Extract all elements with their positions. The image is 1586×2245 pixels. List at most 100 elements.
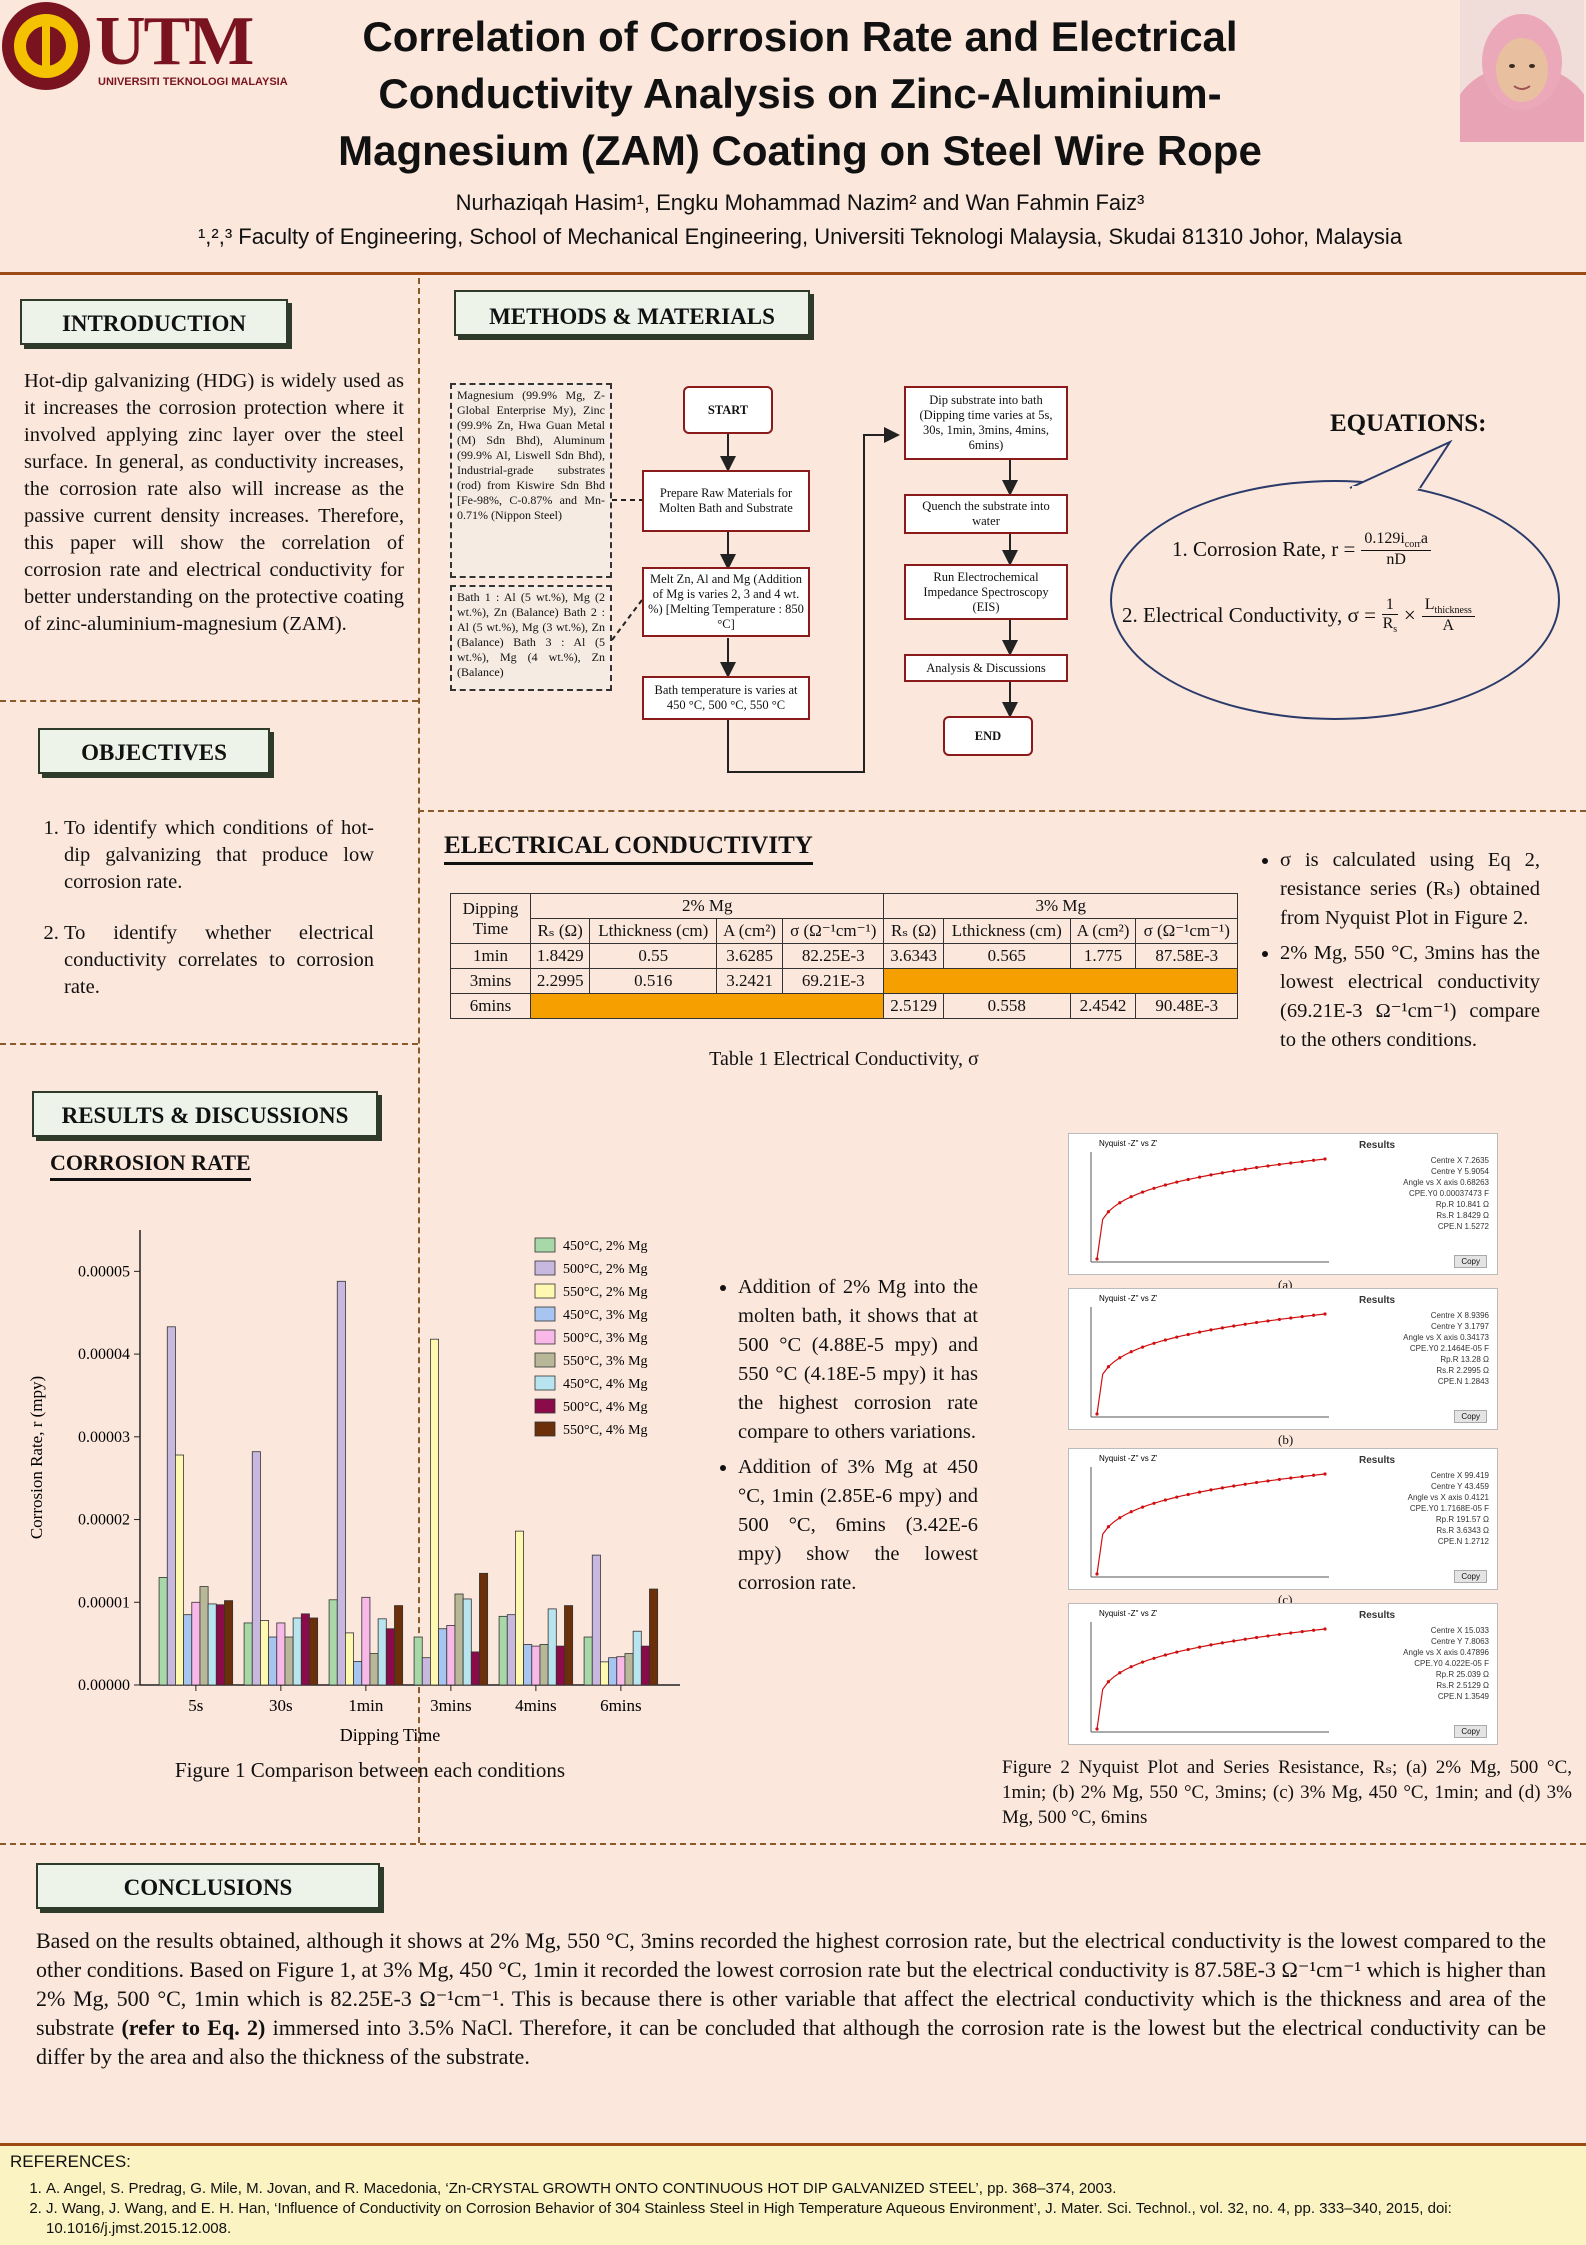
bar	[600, 1661, 610, 1686]
eq2-fraction-2: Lthickness A	[1421, 596, 1475, 635]
flow-start: START	[683, 386, 773, 434]
eq2-f1-den: R	[1382, 615, 1394, 632]
results-line: CPE.Y0 4.022E-05 F	[1414, 1659, 1489, 1668]
flow-eis: Run Electrochemical Impedance Spectrosco…	[904, 564, 1068, 620]
copy-button[interactable]: Copy	[1454, 1570, 1487, 1583]
plot-title: Nyquist -Z'' vs Z'	[1099, 1139, 1158, 1148]
nyquist-curve	[1096, 1313, 1326, 1415]
bar	[421, 1657, 431, 1686]
results-line: Centre Y 7.8063	[1431, 1637, 1489, 1646]
bar	[260, 1620, 270, 1686]
references-label: REFERENCES:	[10, 2152, 131, 2171]
results-line: CPE.N 1.5272	[1437, 1222, 1489, 1231]
section-divider	[0, 700, 418, 702]
results-line: CPE.Y0 2.1464E-05 F	[1409, 1344, 1489, 1353]
legend-label: 500°C, 3% Mg	[563, 1331, 648, 1346]
bar	[608, 1657, 618, 1686]
reference-item: A. Angel, S. Predrag, G. Mile, M. Jovan,…	[46, 2179, 1570, 2199]
results-line: Rp.R 13.28 Ω	[1440, 1355, 1489, 1364]
methods-label: METHODS & MATERIALS	[454, 290, 810, 336]
bar	[191, 1601, 201, 1686]
header-divider	[0, 272, 1586, 275]
legend-label: 550°C, 2% Mg	[563, 1285, 648, 1300]
legend-label: 550°C, 4% Mg	[563, 1423, 648, 1438]
results-line: Angle vs X axis 0.34173	[1403, 1333, 1489, 1342]
eq1-label: 1. Corrosion Rate, r =	[1172, 537, 1356, 562]
col-header-sigma: σ (Ω⁻¹cm⁻¹)	[1135, 918, 1238, 944]
results-line: CPE.Y0 1.7168E-05 F	[1409, 1504, 1489, 1513]
nyquist-plot: Nyquist -Z'' vs Z'	[1090, 1294, 1329, 1418]
utm-logo-subtitle: UNIVERSITI TEKNOLOGI MALAYSIA	[98, 76, 288, 88]
bar	[224, 1600, 234, 1686]
copy-button[interactable]: Copy	[1454, 1410, 1487, 1423]
results-line: Angle vs X axis 0.68263	[1403, 1178, 1489, 1187]
results-line: Rs.R 2.2995 Ω	[1436, 1366, 1489, 1375]
legend-label: 450°C, 2% Mg	[563, 1239, 648, 1254]
results-line: CPE.N 1.2843	[1437, 1377, 1489, 1386]
nyquist-curve	[1096, 1473, 1326, 1575]
y-tick-label: 0.00003	[78, 1429, 130, 1446]
cell: 2.4542	[1069, 993, 1137, 1019]
cell: 3.2421	[716, 968, 783, 994]
results-line: CPE.N 1.3549	[1437, 1692, 1489, 1701]
bar	[506, 1614, 516, 1686]
eq2-fraction-1: 1 Rs	[1381, 596, 1398, 636]
results-title: Results	[1359, 1140, 1396, 1151]
bar	[345, 1632, 355, 1686]
electrical-conductivity-table: Dipping Time 2% Mg 3% Mg Rₛ (Ω) Lthickne…	[450, 893, 1238, 1019]
copy-button[interactable]: Copy	[1454, 1725, 1487, 1738]
authors: Nurhaziqah Hasim¹, Engku Mohammad Nazim²…	[455, 190, 1145, 215]
y-axis-label: Corrosion Rate, r (mpy)	[27, 1376, 46, 1539]
cell: 1.775	[1069, 943, 1137, 969]
eq1-numerator: 0.129i	[1364, 530, 1405, 547]
bar	[430, 1338, 440, 1686]
objectives-list: To identify which conditions of hot-dip …	[26, 815, 374, 1001]
col-header-rs: Rₛ (Ω)	[883, 918, 944, 944]
plot-title: Nyquist -Z'' vs Z'	[1099, 1454, 1158, 1463]
eq2-label: 2. Electrical Conductivity, σ =	[1122, 603, 1376, 628]
electrical-bullets: σ is calculated using Eq 2, resistance s…	[1248, 846, 1540, 1061]
references-list: A. Angel, S. Predrag, G. Mile, M. Jovan,…	[10, 2179, 1570, 2239]
x-tick-label: 4mins	[515, 1696, 557, 1715]
bar	[523, 1644, 533, 1686]
copy-button[interactable]: Copy	[1454, 1255, 1487, 1268]
x-tick-label: 30s	[269, 1696, 293, 1715]
cell-empty-highlight	[529, 993, 885, 1019]
eq2-times: ×	[1403, 603, 1416, 628]
objective-item: To identify whether electrical conductiv…	[64, 920, 374, 1001]
cell: 0.55	[589, 943, 718, 969]
legend-label: 450°C, 4% Mg	[563, 1377, 648, 1392]
cell: 82.25E-3	[781, 943, 885, 969]
col-header-area: A (cm²)	[716, 918, 783, 944]
eq2-f1-den-sub: s	[1393, 624, 1398, 636]
group-header-3mg: 3% Mg	[883, 893, 1238, 919]
col-header-lthickness: Lthickness (cm)	[942, 918, 1071, 944]
nyquist-results: Results Centre X 8.9396 Centre Y 3.1797 Ang…	[1359, 1295, 1489, 1387]
nyquist-panel: Nyquist -Z'' vs Z' Results Centre X 8.9396…	[1068, 1288, 1498, 1430]
nyquist-panel: Nyquist -Z'' vs Z' Results Centre X 15.033…	[1068, 1603, 1498, 1745]
bar	[199, 1586, 209, 1686]
flow-dip-substrate: Dip substrate into bath (Dipping time va…	[904, 386, 1068, 460]
bullet-item: 2% Mg, 550 °C, 3mins has the lowest elec…	[1280, 939, 1540, 1055]
conclusions-label: CONCLUSIONS	[36, 1863, 380, 1909]
legend-label: 450°C, 3% Mg	[563, 1308, 648, 1323]
eq2-f2-den: A	[1442, 617, 1455, 635]
bar	[251, 1451, 261, 1686]
bar	[309, 1617, 319, 1686]
bar	[284, 1636, 294, 1686]
legend-label: 500°C, 4% Mg	[563, 1400, 648, 1415]
legend-swatch	[534, 1306, 556, 1322]
nyquist-panel: Nyquist -Z'' vs Z' Results Centre X 7.2635…	[1068, 1133, 1498, 1275]
x-tick-label: 5s	[188, 1696, 203, 1715]
objective-item: To identify which conditions of hot-dip …	[64, 815, 374, 896]
y-tick-label: 0.00000	[78, 1677, 130, 1694]
cell: 0.516	[589, 968, 718, 994]
bar	[649, 1588, 659, 1686]
bar	[207, 1603, 217, 1686]
table-row: 6mins 2.5129 0.558 2.4542 90.48E-3	[450, 993, 1238, 1019]
results-line: Centre Y 3.1797	[1431, 1322, 1489, 1331]
results-line: Angle vs X axis 0.47896	[1403, 1648, 1489, 1657]
plot-title: Nyquist -Z'' vs Z'	[1099, 1294, 1158, 1303]
x-tick-label: 6mins	[600, 1696, 642, 1715]
col-header-area: A (cm²)	[1069, 918, 1137, 944]
